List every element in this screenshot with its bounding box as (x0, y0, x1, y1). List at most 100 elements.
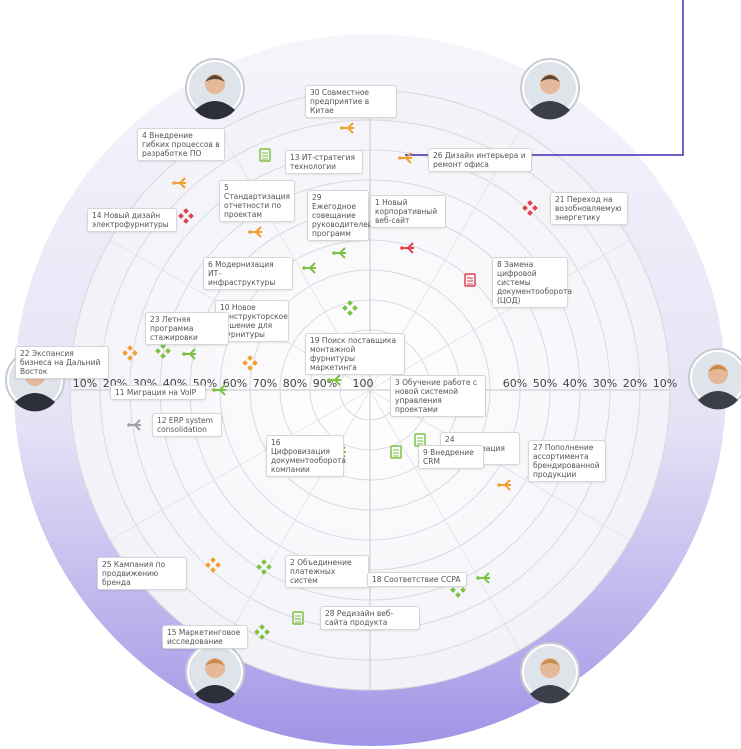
spoke (109, 389, 371, 541)
project-icon (292, 611, 304, 625)
project-label[interactable]: 29 Ежегодное совещание руководителей про… (307, 190, 373, 241)
avatar-body (15, 393, 55, 412)
scale-label: 40% (563, 377, 587, 390)
split-dot (497, 483, 501, 487)
project-icon (497, 479, 511, 491)
project-icon (259, 148, 271, 162)
diamond-part (460, 587, 466, 593)
split-dot (172, 181, 176, 185)
split-icon (250, 226, 262, 238)
scale-label: 10% (653, 377, 677, 390)
diamond-part (527, 200, 533, 206)
doc-icon (390, 445, 402, 459)
project-label[interactable]: 15 Маркетинговое исследование (162, 625, 248, 649)
avatar (688, 348, 741, 410)
doc-lines (417, 437, 423, 445)
project-icon (205, 557, 221, 573)
diamond-part (210, 567, 216, 573)
project-label[interactable]: 27 Пополнение ассортимента брендированно… (528, 440, 606, 482)
project-label[interactable]: 23 Летняя программа стажировки (145, 312, 229, 345)
project-icon (400, 242, 414, 254)
project-label[interactable]: 12 ERP system consolidation (152, 413, 222, 437)
avatar (185, 642, 245, 704)
split-icon (329, 374, 341, 386)
doc-lines (393, 449, 399, 457)
project-label[interactable]: 5 Стандартизация отчетности по проектам (219, 180, 295, 222)
project-label[interactable]: 19 Поиск поставщика монтажной фурнитуры … (305, 333, 405, 375)
project-label[interactable]: 3 Обучение работе с новой системой управ… (390, 375, 486, 417)
avatar-hair (540, 659, 560, 666)
project-label[interactable]: 16 Цифровизация документооборота компани… (266, 435, 346, 477)
split-dot (400, 246, 404, 250)
project-icon (340, 122, 354, 134)
project-icon (327, 374, 341, 386)
split-dot (302, 266, 306, 270)
split-icon (304, 262, 316, 274)
split-dot (476, 576, 480, 580)
split-dot (248, 230, 252, 234)
diamond-part (261, 559, 267, 565)
spoke (369, 239, 631, 391)
project-icon (390, 445, 402, 459)
project-icon (254, 624, 270, 640)
project-icon (332, 247, 346, 259)
project-label[interactable]: 11 Миграция на VoIP (110, 385, 206, 400)
split-icon (400, 152, 412, 164)
avatar (520, 642, 580, 704)
project-label[interactable]: 4 Внедрение гибких процессов в разработк… (137, 128, 225, 161)
project-icon (464, 273, 476, 287)
diamond-part (215, 562, 221, 568)
project-label[interactable]: 9 Внедрение CRM (418, 445, 484, 469)
scale-label: 50% (533, 377, 557, 390)
scale-label: 80% (283, 377, 307, 390)
scale-label: 90% (313, 377, 337, 390)
project-label[interactable]: 28 Редизайн веб-сайта продукта (320, 606, 420, 630)
project-icon (302, 262, 316, 274)
project-label[interactable]: 21 Переход на возобновляемую энергетику (550, 192, 628, 225)
scale-label: 70% (253, 377, 277, 390)
project-label[interactable]: 14 Новый дизайн электрофурнитуры (87, 208, 177, 232)
project-icon (172, 177, 186, 189)
scale-label: 20% (623, 377, 647, 390)
project-icon (127, 419, 141, 431)
split-dot (127, 423, 131, 427)
doc-lines (262, 152, 268, 160)
split-icon (342, 122, 354, 134)
project-label[interactable]: 30 Совместное предприятие в Китае (305, 85, 397, 118)
project-icon (522, 200, 538, 216)
avatar-body (698, 391, 738, 410)
project-icon (398, 152, 412, 164)
avatar-body (530, 685, 570, 704)
diamond-part (450, 587, 456, 593)
project-icon (476, 572, 490, 584)
split-icon (129, 419, 141, 431)
avatar (520, 58, 580, 120)
project-label[interactable]: 22 Экспансия бизнеса на Дальний Восток (15, 346, 109, 379)
split-icon (214, 384, 226, 396)
project-label[interactable]: 26 Дизайн интерьера и ремонт офиса (428, 148, 532, 172)
project-icon (256, 559, 272, 575)
split-icon (478, 572, 490, 584)
project-label[interactable]: 18 Соответствие CCPA (367, 572, 467, 587)
project-label[interactable]: 2 Объединение платежных систем (285, 555, 369, 588)
split-icon (174, 177, 186, 189)
project-label[interactable]: 1 Новый корпоративный веб-сайт (370, 195, 446, 228)
diamond-part (527, 210, 533, 216)
diamond-part (261, 569, 267, 575)
diamond-part (256, 564, 262, 570)
diamond-part (264, 629, 270, 635)
diamond-part (532, 205, 538, 211)
scale-label: 60% (223, 377, 247, 390)
doc-lines (295, 615, 301, 623)
doc-icon (292, 611, 304, 625)
project-label[interactable]: 8 Замена цифровой системы документооборо… (492, 257, 572, 308)
diamond-part (254, 629, 260, 635)
project-label[interactable]: 6 Модернизация ИТ-инфраструктуры (203, 257, 293, 290)
scale-label: 30% (593, 377, 617, 390)
split-icon (334, 247, 346, 259)
project-label[interactable]: 25 Кампания по продвижению бренда (97, 557, 187, 590)
project-label[interactable]: 13 ИТ-стратегия технологии (285, 150, 363, 174)
avatar-body (195, 685, 235, 704)
split-dot (212, 388, 216, 392)
